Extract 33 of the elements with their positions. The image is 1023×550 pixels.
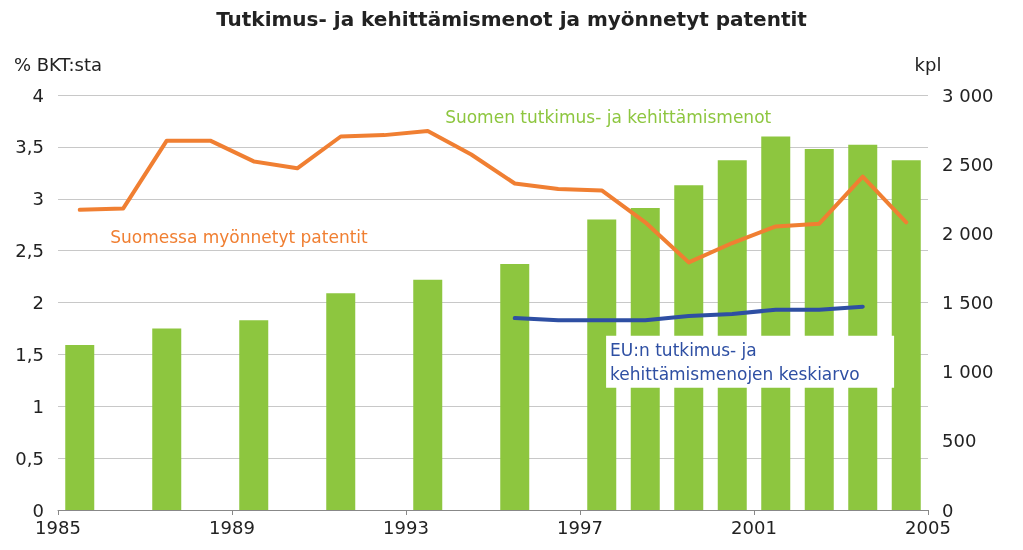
bar xyxy=(65,345,95,510)
y2-tick-label: 3 000 xyxy=(942,84,994,106)
y-tick-label: 3,5 xyxy=(15,136,44,158)
y2-tick-label: 1 000 xyxy=(942,361,994,383)
y-tick-label: 2 xyxy=(32,292,44,313)
y-tick-label: 1,5 xyxy=(15,343,44,365)
bar xyxy=(152,328,182,510)
series-label: EU:n tutkimus- ja kehittämismenojen keskiarvo xyxy=(610,339,860,384)
bar xyxy=(413,279,443,510)
x-tick-label: 1997 xyxy=(557,516,603,538)
chart-title: Tutkimus- ja kehittämismenot ja myönnetyt patentit xyxy=(216,7,808,31)
bar xyxy=(500,264,530,510)
line-series xyxy=(512,304,865,323)
bar xyxy=(891,160,921,510)
y2-tick-label: 500 xyxy=(942,430,977,452)
x-tick-label: 1989 xyxy=(209,516,255,538)
y2-axis-title: kpl xyxy=(914,53,942,75)
y-tick-label: 2,5 xyxy=(15,240,44,262)
y-axis-title: % BKT:sta xyxy=(13,53,103,75)
bar xyxy=(239,320,269,510)
y-tick-label: 1 xyxy=(32,395,44,417)
bar xyxy=(326,293,356,510)
series-label: Suomen tutkimus- ja kehittämismenot xyxy=(445,107,772,128)
y2-tick-label: 1 500 xyxy=(942,292,994,313)
y-tick-label: 4 xyxy=(32,84,44,106)
x-tick-label: 1993 xyxy=(383,516,429,538)
x-tick-label: 2001 xyxy=(731,516,777,538)
y2-tick-label: 2 500 xyxy=(942,153,994,175)
line-series xyxy=(77,128,909,265)
y2-tick-label: 2 000 xyxy=(942,222,994,244)
y-tick-label: 0,5 xyxy=(15,447,44,469)
y-tick-label: 3 xyxy=(32,188,44,210)
series-label: Suomessa myönnetyt patentit xyxy=(110,226,369,247)
